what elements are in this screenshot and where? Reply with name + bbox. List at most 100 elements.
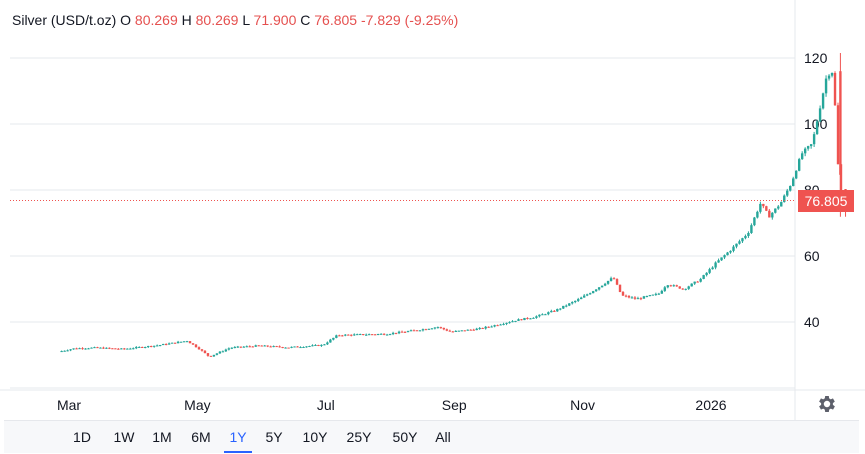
candle-body: [585, 294, 589, 296]
candle-body: [418, 330, 422, 332]
candle-body: [96, 347, 99, 349]
candle-body: [556, 309, 559, 312]
candle-body: [812, 134, 816, 145]
candle-body: [633, 297, 637, 299]
candle-body: [508, 322, 511, 324]
candle-body: [774, 208, 777, 213]
gear-icon[interactable]: [816, 393, 838, 415]
candle-body: [194, 344, 198, 348]
candle-body: [382, 333, 386, 335]
candle-body: [236, 346, 240, 348]
candle-body: [239, 346, 242, 348]
candle-body: [741, 238, 744, 242]
candle-body: [553, 310, 556, 312]
candle-body: [424, 329, 428, 331]
candle-body: [618, 284, 622, 292]
candle-body: [765, 206, 768, 211]
candle-body: [588, 293, 592, 295]
candle-body: [412, 330, 416, 332]
candle-body: [514, 320, 517, 322]
candle-body: [221, 351, 225, 353]
tab-1d[interactable]: 1D: [73, 429, 91, 445]
candle-body: [90, 347, 93, 349]
tab-all[interactable]: All: [435, 429, 451, 445]
candle-body: [797, 159, 801, 171]
x-tick-label: May: [184, 397, 210, 413]
candle-body: [520, 319, 523, 321]
candle-body: [385, 334, 389, 336]
tab-5y[interactable]: 5Y: [265, 429, 283, 445]
candle-body: [454, 330, 457, 332]
candle-body: [299, 347, 302, 349]
candle-body: [281, 347, 284, 349]
legend: Silver (USD/t.oz) O 80.269 H 80.269 L 71…: [12, 12, 458, 28]
candle-body: [702, 275, 705, 279]
candle-body: [687, 286, 690, 289]
candle-body: [526, 317, 529, 319]
candle-body: [499, 324, 502, 326]
tab-1w[interactable]: 1W: [113, 429, 135, 445]
tab-1m[interactable]: 1M: [152, 429, 172, 445]
candle-body: [430, 328, 434, 330]
candle-body: [502, 323, 505, 325]
candle-body: [72, 348, 75, 350]
candle-body: [639, 298, 643, 300]
candle-body: [714, 262, 717, 268]
candle-body: [356, 334, 359, 336]
candle-body: [747, 232, 750, 236]
candle-body: [744, 235, 747, 239]
candle-body: [574, 300, 577, 303]
y-tick-label: 100: [804, 116, 828, 132]
candle-body: [669, 285, 672, 287]
candle-body: [594, 289, 598, 292]
tab-10y[interactable]: 10Y: [302, 429, 328, 445]
x-tick-label: 2026: [695, 397, 726, 413]
candle-body: [421, 329, 425, 331]
candle-body: [296, 346, 299, 348]
candle-body: [215, 353, 219, 355]
candle-body: [335, 335, 338, 338]
candle-body: [269, 346, 272, 348]
x-tick-label: Sep: [442, 397, 467, 413]
candle-body: [615, 279, 619, 285]
candle-body: [158, 345, 162, 347]
candle-body: [397, 331, 401, 334]
candle-body: [203, 350, 207, 354]
tab-6m[interactable]: 6M: [191, 429, 211, 445]
candle-body: [129, 348, 132, 350]
candle-body: [523, 317, 526, 321]
candle-body: [469, 329, 472, 331]
candle-body: [771, 212, 774, 218]
candle-body: [612, 278, 616, 280]
candle-body: [475, 328, 478, 331]
candle-body: [161, 344, 165, 346]
tab-1y[interactable]: 1Y: [224, 421, 252, 453]
candle-body: [591, 291, 595, 294]
candle-body: [353, 334, 356, 336]
candle-body: [565, 305, 568, 307]
candle-body: [803, 148, 807, 154]
candle-body: [266, 345, 269, 347]
candle-body: [123, 348, 126, 350]
tab-25y[interactable]: 25Y: [346, 429, 372, 445]
candle-body: [379, 333, 383, 335]
candle-body: [105, 347, 108, 349]
candle-body: [230, 347, 234, 349]
candle-body: [406, 331, 410, 333]
candle-body: [750, 225, 753, 233]
candle-body: [75, 348, 78, 350]
candle-body: [66, 350, 69, 352]
candle-body: [630, 297, 634, 299]
candle-body: [609, 278, 613, 281]
candle-body: [642, 296, 646, 299]
candle-body: [783, 195, 786, 203]
tab-50y[interactable]: 50Y: [392, 429, 418, 445]
candle-body: [365, 334, 368, 336]
candle-body: [645, 296, 649, 298]
candle-body: [600, 285, 604, 288]
candle-body: [433, 327, 437, 329]
candle-body: [577, 299, 580, 301]
candle-body: [654, 293, 658, 295]
candle-body: [182, 341, 186, 343]
candle-body: [445, 329, 449, 331]
